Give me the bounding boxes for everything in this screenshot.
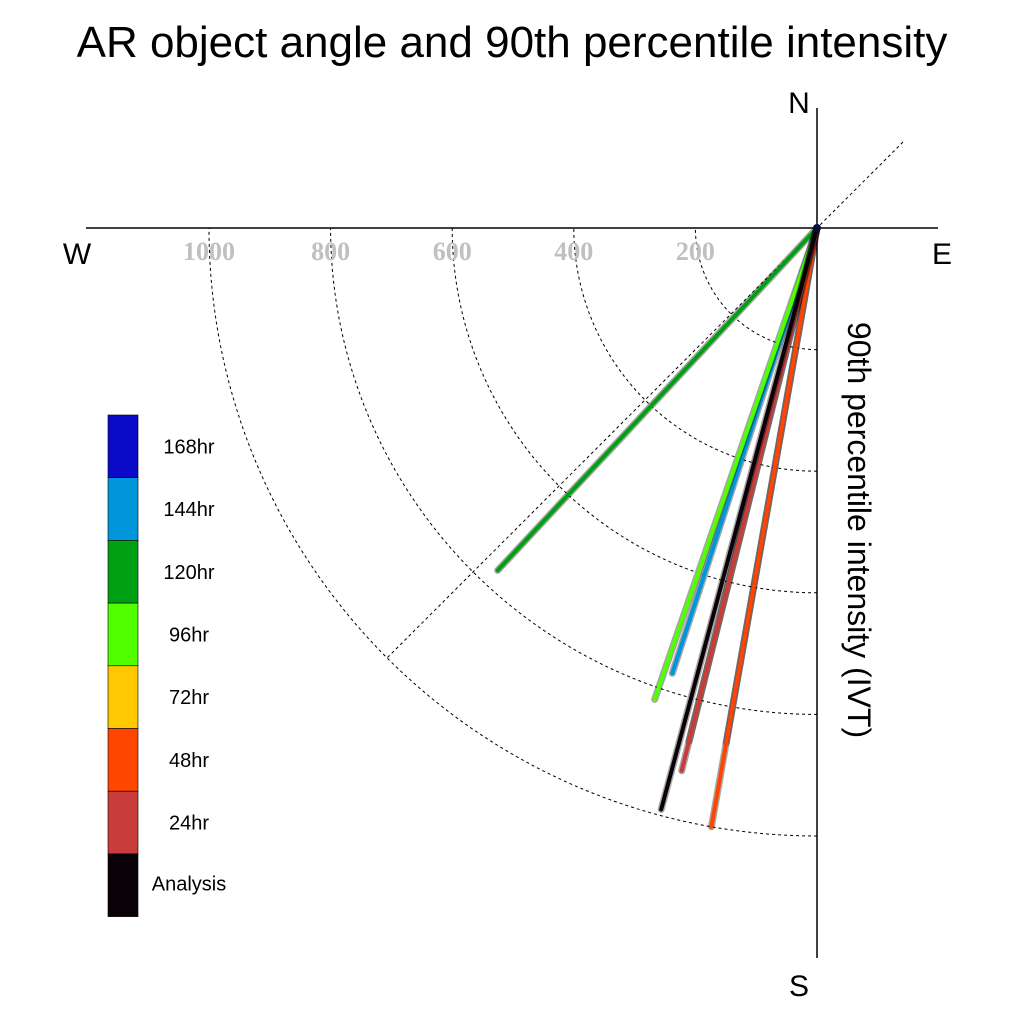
series-line-120hr [494, 224, 821, 574]
compass-east: E [932, 238, 952, 271]
legend-swatch-48hr [107, 728, 139, 792]
legend-label-Analysis: Analysis [152, 873, 226, 895]
radial-tick-label: 800 [311, 237, 350, 266]
series-line-stroke [709, 226, 819, 829]
legend-swatch-168hr [107, 414, 139, 479]
legend-swatch-72hr [107, 665, 139, 729]
radial-tick-label: 1000 [183, 237, 235, 266]
grid-arc-3 [330, 227, 818, 715]
compass-south: S [789, 970, 809, 1003]
compass-west: W [63, 238, 92, 271]
radial-tick-label: 600 [433, 237, 472, 266]
legend-label-120hr: 120hr [163, 562, 214, 584]
legend-label-48hr: 48hr [169, 750, 209, 772]
series-line-stroke [659, 226, 819, 812]
grid-arc-2 [451, 227, 818, 594]
legend: 168hr 144hr 120hr 96hr 72hr 48hr 24hr Analysis [107, 414, 226, 917]
legend-label-24hr: 24hr [169, 813, 209, 835]
legend-label-72hr: 72hr [169, 687, 209, 709]
compass-north: N [788, 87, 810, 120]
legend-swatch-24hr [107, 790, 139, 855]
origin-point [813, 224, 821, 232]
series-line-stroke [652, 226, 819, 702]
series-line-96hr [651, 224, 821, 703]
series-line-Analysis [657, 224, 821, 813]
chart-title: AR object angle and 90th percentile inte… [77, 18, 948, 67]
grid-arc-4 [208, 227, 818, 837]
grid-diagonal [386, 141, 904, 659]
legend-swatch-Analysis [107, 853, 139, 917]
radial-tick-labels: 200 400 600 800 1000 [183, 237, 715, 266]
legend-label-96hr: 96hr [169, 624, 209, 646]
radial-tick-label: 200 [676, 237, 715, 266]
legend-label-144hr: 144hr [163, 499, 214, 521]
legend-label-168hr: 168hr [163, 436, 214, 458]
legend-swatch-144hr [107, 477, 139, 541]
series-lines [494, 224, 821, 831]
grid-arc-1 [573, 227, 818, 472]
series-line-stroke [495, 226, 819, 573]
radial-axis-label: 90th percentile intensity (IVT) [841, 322, 877, 738]
series-line-48hr [707, 224, 821, 831]
radial-tick-label: 400 [554, 237, 593, 266]
legend-swatch-120hr [107, 540, 139, 604]
legend-swatch-96hr [107, 602, 139, 667]
grid-arc-0 [694, 227, 818, 351]
